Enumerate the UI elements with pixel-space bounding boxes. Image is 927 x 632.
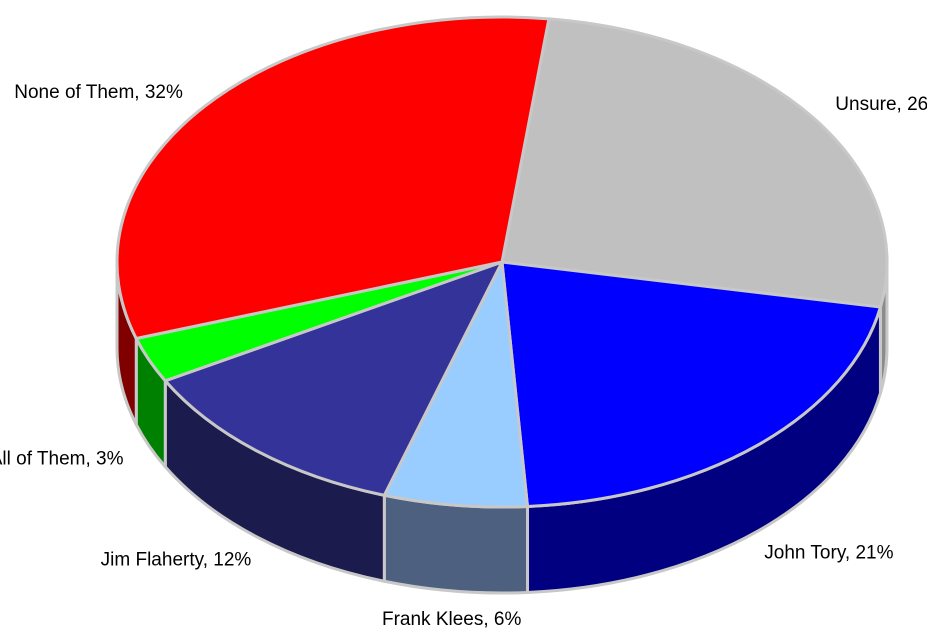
pie-label-none-of-them: None of Them, 32% bbox=[14, 82, 183, 103]
pie-slice-unsure bbox=[500, 17, 889, 309]
pie-side-frank-klees bbox=[382, 493, 530, 595]
pie-label-john-tory: John Tory, 21% bbox=[764, 543, 893, 564]
pie-label-unsure: Unsure, 26% bbox=[835, 94, 927, 115]
pie-slice-john-tory bbox=[500, 260, 882, 508]
pie-labels: Unsure, 26% John Tory, 21% Frank Klees, 6%… bbox=[0, 82, 927, 630]
pie-slice-none-of-them bbox=[115, 15, 551, 341]
pie-label-all-of-them: All of Them, 3% bbox=[0, 449, 124, 470]
pie-slice-jim-flaherty bbox=[163, 260, 504, 497]
pie-label-jim-flaherty: Jim Flaherty, 12% bbox=[101, 549, 252, 570]
pie-slice-frank-klees bbox=[382, 260, 530, 509]
pie-label-frank-klees: Frank Klees, 6% bbox=[382, 609, 521, 630]
pie-slices bbox=[115, 15, 889, 509]
